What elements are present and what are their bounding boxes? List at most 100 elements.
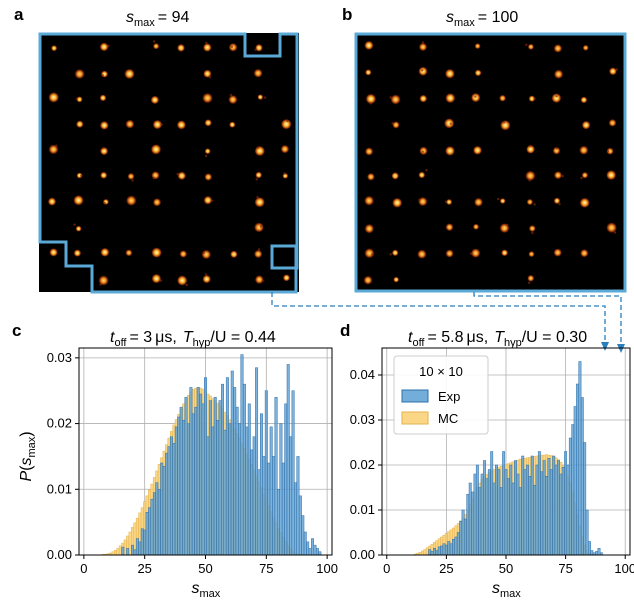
bar-exp: [216, 420, 220, 556]
bar-exp: [221, 383, 224, 556]
bar-exp: [250, 449, 254, 556]
x-tick-label: 25: [137, 561, 151, 576]
atom-spot: [366, 172, 375, 181]
atom-spot: [151, 171, 160, 180]
bar-exp: [172, 443, 176, 556]
atom-spot: [364, 147, 374, 156]
y-tick-label: 0.03: [47, 350, 72, 365]
bar-exp: [233, 387, 237, 556]
bar-exp: [461, 509, 465, 556]
atom-spot: [581, 171, 589, 179]
atom-spot: [204, 148, 211, 155]
bar-exp: [187, 423, 190, 556]
noise-speck: [229, 93, 233, 97]
atom-spot: [176, 43, 186, 53]
legend-swatch-exp: [401, 389, 429, 403]
bar-exp: [303, 531, 307, 556]
bar-exp: [313, 544, 317, 556]
bar-exp: [167, 446, 171, 556]
atom-spot: [419, 94, 428, 103]
atom-spot: [229, 121, 236, 128]
bar-exp: [533, 485, 537, 556]
atom-spot: [525, 170, 536, 182]
bar-exp: [121, 546, 125, 556]
bar-exp: [595, 551, 599, 556]
panel-letter-d: d: [340, 321, 350, 340]
atom-spot: [364, 248, 375, 259]
bar-exp: [542, 460, 546, 556]
atom-spot: [99, 42, 109, 52]
atom-spot: [445, 223, 454, 232]
atom-spot: [74, 68, 85, 80]
bar-exp: [274, 397, 278, 556]
noise-speck: [152, 40, 156, 43]
atom-spot: [100, 70, 109, 78]
bar-exp: [590, 550, 594, 556]
noise-speck: [525, 43, 528, 46]
bar-exp: [497, 469, 501, 556]
histogram-c: 0 25 50 75 100 0.00 0.01 0.02 0.03 smax P(smax): [18, 347, 338, 600]
bar-exp: [179, 406, 183, 556]
noise-speck: [254, 48, 257, 51]
noise-speck: [469, 252, 473, 255]
bar-mc: [114, 550, 117, 556]
legend-swatch-mc: [401, 411, 429, 425]
bar-exp: [566, 464, 570, 556]
atom-spot: [579, 145, 589, 155]
noise-speck: [255, 178, 258, 181]
x-tick-label: 100: [614, 561, 634, 576]
bar-exp: [502, 451, 506, 556]
bar-exp: [272, 456, 276, 556]
bar-exp: [252, 436, 256, 556]
bar-exp: [528, 476, 532, 556]
atom-spot: [473, 197, 484, 207]
x-tick-label: 0: [80, 561, 87, 576]
bar-exp: [537, 451, 541, 556]
bar-exp: [514, 460, 517, 556]
bar-mc: [128, 531, 132, 556]
bar-exp: [259, 413, 263, 556]
bar-exp: [196, 387, 200, 556]
atom-spot: [474, 43, 481, 50]
bar-exp: [242, 383, 246, 556]
bar-exp: [281, 462, 285, 556]
bar-exp: [471, 491, 475, 556]
bar-exp: [449, 543, 453, 556]
x-tick-label: 50: [499, 561, 513, 576]
y-tick-label: 0.04: [350, 367, 375, 382]
bar-exp: [516, 473, 520, 556]
bar-exp: [597, 548, 601, 556]
noise-speck: [185, 283, 188, 287]
legend-label-mc: MC: [438, 411, 458, 426]
bar-exp: [428, 549, 432, 556]
atom-image-b: [355, 33, 626, 292]
atom-spot: [528, 95, 536, 103]
bar-exp: [165, 452, 169, 556]
bar-exp: [454, 536, 458, 556]
noise-speck: [528, 281, 531, 284]
noise-speck: [606, 150, 610, 153]
y-tick-label: 0.00: [47, 547, 72, 562]
bar-exp: [523, 469, 527, 556]
bar-exp: [182, 420, 186, 556]
atom-spot: [418, 171, 426, 179]
atom-spot: [201, 249, 212, 260]
bar-exp: [245, 426, 249, 556]
noise-speck: [497, 197, 500, 201]
bar-exp: [206, 436, 210, 556]
noise-speck: [421, 69, 424, 72]
noise-speck: [531, 231, 534, 235]
bar-exp: [430, 551, 434, 556]
atom-spot: [152, 119, 163, 130]
outline-b: [354, 32, 627, 293]
bar-exp: [189, 387, 193, 556]
bar-exp: [201, 403, 205, 556]
noise-speck: [99, 283, 102, 286]
noise-speck: [230, 45, 234, 48]
noise-speck: [474, 95, 477, 98]
atom-spot: [176, 120, 187, 130]
bar-exp: [257, 469, 261, 556]
atom-spot: [176, 275, 188, 286]
x-tick-label: 25: [439, 561, 453, 576]
atom-spot: [204, 173, 213, 181]
